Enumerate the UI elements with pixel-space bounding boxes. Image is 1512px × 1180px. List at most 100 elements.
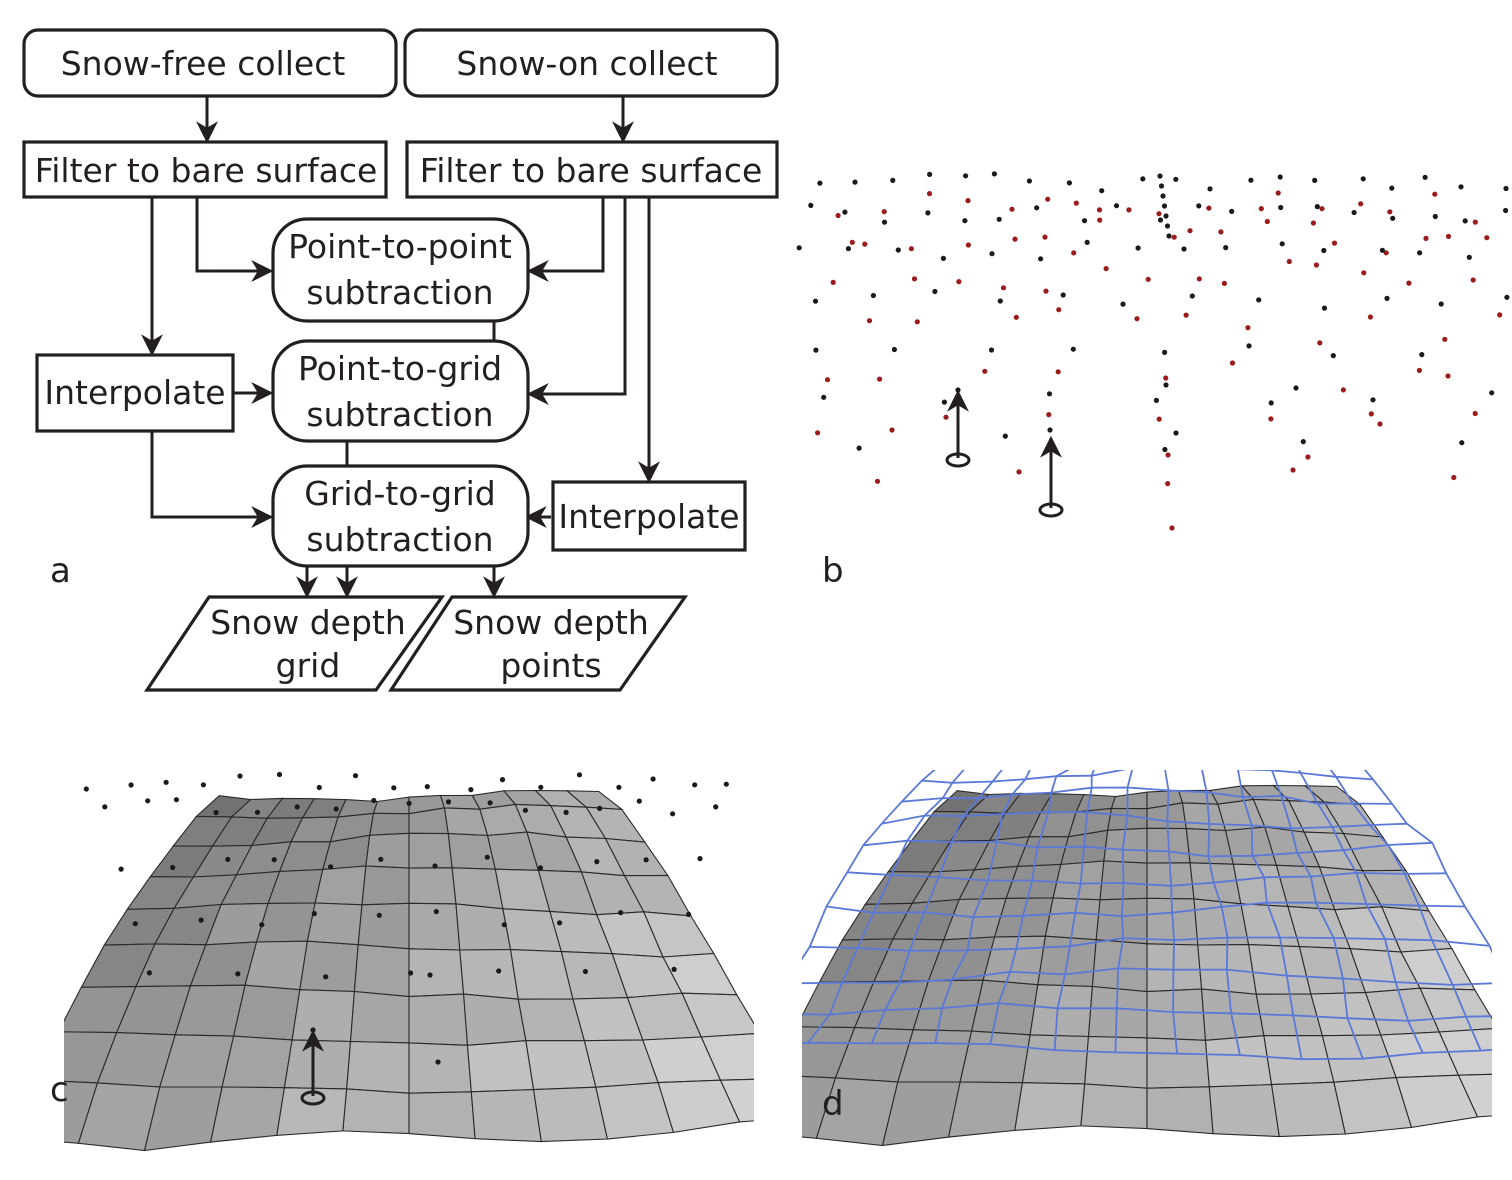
snow-on-point: [1423, 235, 1429, 241]
snow-free-point: [1158, 183, 1165, 189]
snow-free-point: [1256, 297, 1262, 303]
snow-on-point: [1187, 228, 1193, 234]
snow-on-grid-line: [847, 871, 1447, 887]
snow-on-point: [118, 866, 124, 872]
snow-free-point: [963, 173, 969, 179]
snow-on-point: [618, 910, 624, 916]
snow-on-point: [670, 811, 676, 817]
snow-on-grid-line: [826, 901, 1465, 919]
snow-on-point: [914, 319, 920, 325]
surface-facet: [1080, 1083, 1148, 1130]
panel-letter-a: a: [50, 551, 71, 591]
surface-facet: [1146, 1037, 1210, 1089]
surface-facet: [349, 990, 410, 1044]
output-snow-depth-points: Snow depth points: [388, 595, 689, 692]
snow-free-point: [1379, 247, 1385, 253]
node-interpolate-right: Interpolate: [551, 480, 747, 552]
snow-on-point: [671, 966, 677, 973]
snow-on-point: [1367, 314, 1373, 320]
snow-on-point: [692, 782, 698, 788]
panel-b-point-clouds: b: [796, 171, 1510, 591]
snow-on-point: [1361, 270, 1367, 276]
snow-on-point: [1012, 236, 1018, 242]
snow-free-point: [1370, 397, 1376, 403]
panel-b-depth-arrow-1: [945, 389, 971, 468]
snow-on-point: [1319, 206, 1325, 212]
snow-free-point: [1164, 223, 1171, 229]
snow-on-point: [173, 797, 179, 803]
snow-on-point: [1043, 288, 1049, 294]
node-label-line-2: subtraction: [306, 520, 493, 559]
snow-on-point: [294, 804, 300, 810]
snow-on-point: [874, 478, 881, 484]
snow-on-point: [1416, 367, 1422, 373]
snow-on-point: [1383, 250, 1389, 256]
snow-on-point: [371, 797, 377, 804]
snow-on-point: [1000, 285, 1007, 291]
snow-free-point: [1181, 246, 1187, 252]
snow-on-point: [328, 864, 334, 870]
surface-facet: [525, 1040, 597, 1091]
snow-on-point: [496, 968, 502, 974]
surface-facet: [1110, 791, 1148, 810]
snow-free-point: [1389, 185, 1395, 191]
snow-on-grid-line: [809, 936, 1490, 952]
snow-free-point: [927, 171, 933, 177]
snow-free-point: [1503, 207, 1509, 214]
snow-on-point: [1264, 218, 1270, 225]
snow-on-point: [1358, 201, 1364, 207]
panel-c-surface: [64, 789, 754, 1152]
snow-free-point: [1223, 245, 1229, 251]
snow-on-point: [815, 430, 821, 436]
snow-free-point: [1153, 397, 1159, 403]
snow-free-point: [1438, 301, 1444, 307]
snow-on-point: [102, 804, 108, 810]
snow-free-point: [1034, 205, 1040, 211]
node-snow-on-collect: Snow-on collect: [403, 28, 779, 98]
snow-on-point: [435, 1059, 441, 1065]
snow-free-point: [1135, 245, 1141, 251]
snow-free-point: [1081, 218, 1088, 224]
node-grid-to-grid-subtraction: Grid-to-grid subtraction: [271, 464, 530, 568]
snow-free-point: [796, 245, 802, 251]
snow-free-point: [1246, 343, 1252, 349]
snow-free-point: [1157, 173, 1163, 179]
snow-on-point: [1163, 375, 1169, 381]
snow-free-point: [1504, 294, 1510, 300]
snow-on-point: [1009, 206, 1015, 212]
snow-on-point: [1097, 217, 1103, 223]
snow-free-point: [1162, 446, 1168, 453]
snow-on-point: [432, 863, 438, 869]
snow-on-grid-line: [989, 770, 1070, 1045]
snow-on-point: [576, 772, 583, 778]
snow-free-point: [1312, 177, 1318, 183]
snow-on-point: [835, 212, 841, 219]
snow-free-point: [1351, 209, 1357, 216]
snow-on-point: [849, 239, 855, 245]
snow-on-point: [537, 865, 544, 871]
snow-on-point: [163, 779, 169, 785]
snow-on-point: [1071, 250, 1077, 256]
snow-on-point: [1046, 412, 1052, 418]
snow-free-point: [941, 399, 948, 405]
snow-on-grid-line: [870, 770, 1003, 1044]
snow-on-point: [1073, 200, 1079, 206]
snow-free-point: [1026, 178, 1032, 184]
panel-letter-b: b: [822, 551, 844, 591]
snow-on-grid-line: [863, 839, 1433, 858]
snow-free-point: [991, 171, 998, 177]
snow-free-point: [1390, 215, 1396, 221]
snow-on-point: [376, 912, 382, 918]
snow-free-point: [997, 298, 1003, 304]
panel-d-surface: [802, 784, 1492, 1147]
snow-on-point: [1368, 411, 1374, 417]
snow-free-point: [1458, 184, 1464, 190]
snow-on-point: [1472, 410, 1478, 417]
snow-on-point: [1169, 525, 1175, 531]
snow-on-point: [1165, 452, 1171, 458]
snow-on-point: [594, 859, 600, 865]
snow-on-point: [830, 279, 836, 285]
snow-on-point: [866, 318, 873, 324]
snow-free-point: [989, 251, 995, 257]
snow-on-point: [225, 856, 231, 863]
